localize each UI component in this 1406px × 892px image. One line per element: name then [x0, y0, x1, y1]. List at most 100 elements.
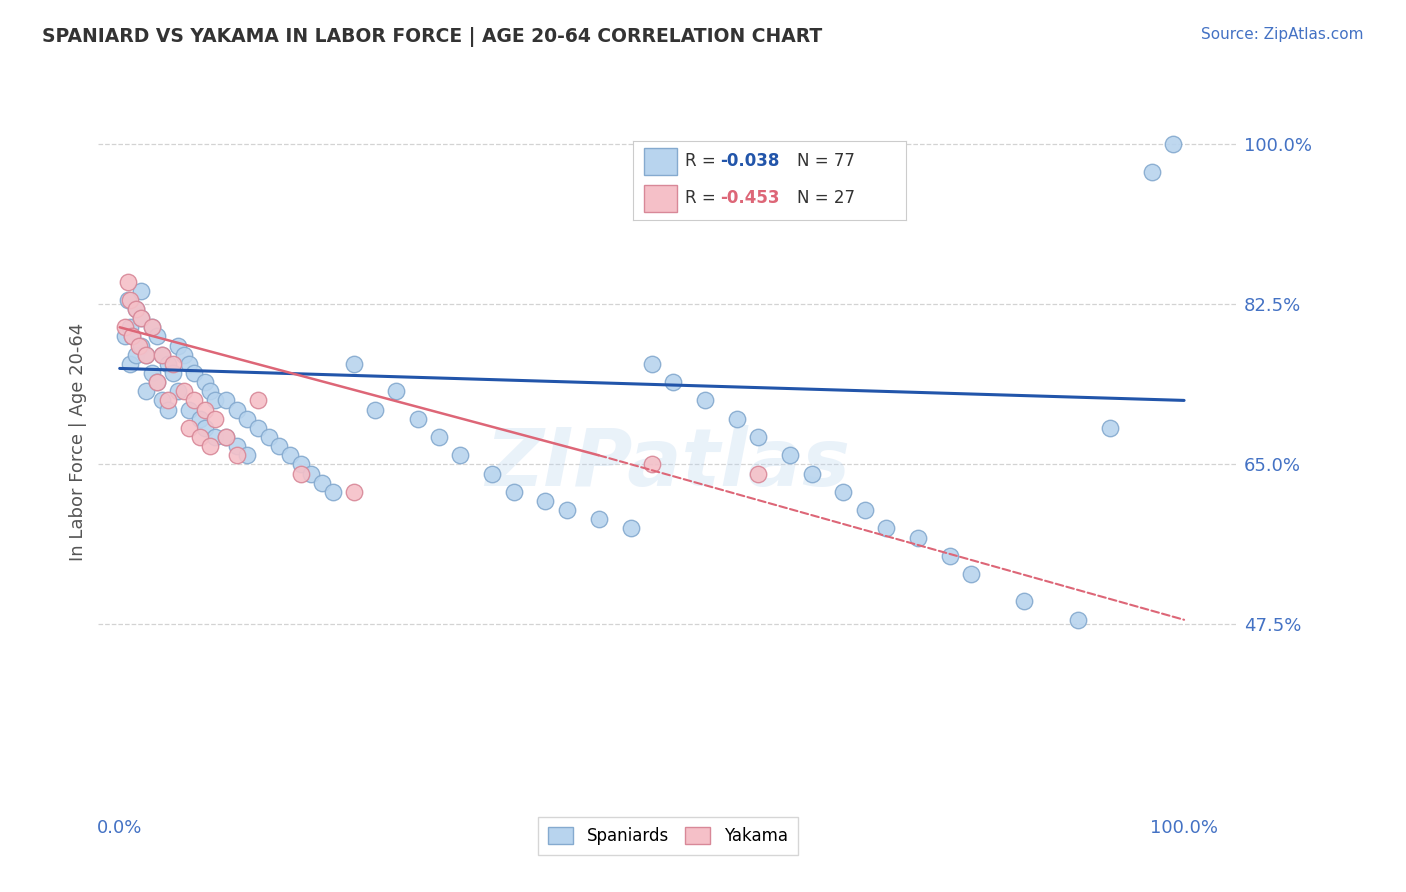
Point: [247, 393, 270, 408]
Point: [875, 521, 897, 535]
Point: [269, 439, 291, 453]
Point: [1140, 165, 1163, 179]
Point: [247, 421, 270, 435]
Point: [150, 393, 173, 408]
Point: [177, 357, 200, 371]
Point: [257, 430, 280, 444]
Point: [225, 439, 247, 453]
Point: [215, 430, 238, 444]
Point: [135, 348, 157, 362]
Point: [215, 393, 238, 408]
Point: [449, 448, 471, 462]
Point: [641, 458, 664, 472]
Point: [1098, 421, 1121, 435]
Point: [162, 357, 184, 371]
Text: -0.038: -0.038: [721, 153, 780, 170]
Text: N = 27: N = 27: [797, 189, 855, 207]
Point: [1014, 594, 1036, 608]
Point: [194, 421, 217, 435]
Y-axis label: In Labor Force | Age 20-64: In Labor Force | Age 20-64: [69, 322, 87, 561]
Point: [167, 338, 190, 352]
Point: [128, 338, 150, 352]
Legend: Spaniards, Yakama: Spaniards, Yakama: [538, 817, 797, 855]
Text: N = 77: N = 77: [797, 153, 855, 170]
Point: [641, 357, 664, 371]
Point: [853, 503, 876, 517]
Point: [129, 311, 152, 326]
Point: [129, 311, 152, 326]
Point: [156, 402, 179, 417]
Point: [124, 301, 146, 316]
Point: [146, 329, 169, 343]
Point: [747, 467, 769, 481]
Point: [406, 411, 429, 425]
Point: [121, 329, 143, 343]
Point: [177, 402, 200, 417]
Point: [135, 348, 157, 362]
Point: [385, 384, 408, 399]
Point: [121, 329, 143, 343]
Point: [150, 348, 173, 362]
Point: [534, 494, 557, 508]
Point: [117, 293, 139, 307]
Point: [236, 448, 259, 462]
Point: [311, 475, 333, 490]
Point: [481, 467, 503, 481]
Point: [129, 338, 152, 352]
Point: [1066, 613, 1088, 627]
Point: [135, 384, 157, 399]
Point: [150, 348, 173, 362]
Point: [225, 402, 247, 417]
Point: [194, 375, 217, 389]
Text: -0.453: -0.453: [721, 189, 780, 207]
Point: [939, 549, 962, 563]
Point: [141, 320, 163, 334]
Point: [620, 521, 643, 535]
Text: R =: R =: [685, 189, 721, 207]
Point: [156, 393, 179, 408]
Point: [236, 411, 259, 425]
Point: [779, 448, 801, 462]
Point: [1163, 137, 1185, 152]
Text: SPANIARD VS YAKAMA IN LABOR FORCE | AGE 20-64 CORRELATION CHART: SPANIARD VS YAKAMA IN LABOR FORCE | AGE …: [42, 27, 823, 46]
Point: [129, 284, 152, 298]
Text: R =: R =: [685, 153, 721, 170]
Point: [156, 357, 179, 371]
Point: [290, 467, 312, 481]
Point: [343, 357, 366, 371]
Point: [141, 320, 163, 334]
Point: [117, 275, 139, 289]
Point: [427, 430, 450, 444]
Point: [204, 393, 226, 408]
Point: [173, 348, 195, 362]
Point: [146, 375, 169, 389]
Point: [204, 411, 226, 425]
Point: [225, 448, 247, 462]
Point: [198, 439, 221, 453]
Point: [725, 411, 748, 425]
Bar: [644, 148, 678, 176]
Point: [167, 384, 190, 399]
Point: [907, 531, 929, 545]
Text: ZIPatlas: ZIPatlas: [485, 425, 851, 503]
Point: [120, 357, 142, 371]
Point: [215, 430, 238, 444]
Point: [173, 384, 195, 399]
Point: [146, 375, 169, 389]
Point: [322, 484, 344, 499]
Point: [588, 512, 610, 526]
Point: [177, 421, 200, 435]
Point: [141, 366, 163, 380]
Point: [162, 366, 184, 380]
Point: [120, 293, 142, 307]
Point: [120, 320, 142, 334]
Point: [662, 375, 685, 389]
Point: [204, 430, 226, 444]
Point: [960, 567, 983, 582]
Point: [278, 448, 301, 462]
Point: [502, 484, 524, 499]
Point: [124, 348, 146, 362]
Point: [194, 402, 217, 417]
Point: [343, 484, 366, 499]
Point: [188, 430, 211, 444]
